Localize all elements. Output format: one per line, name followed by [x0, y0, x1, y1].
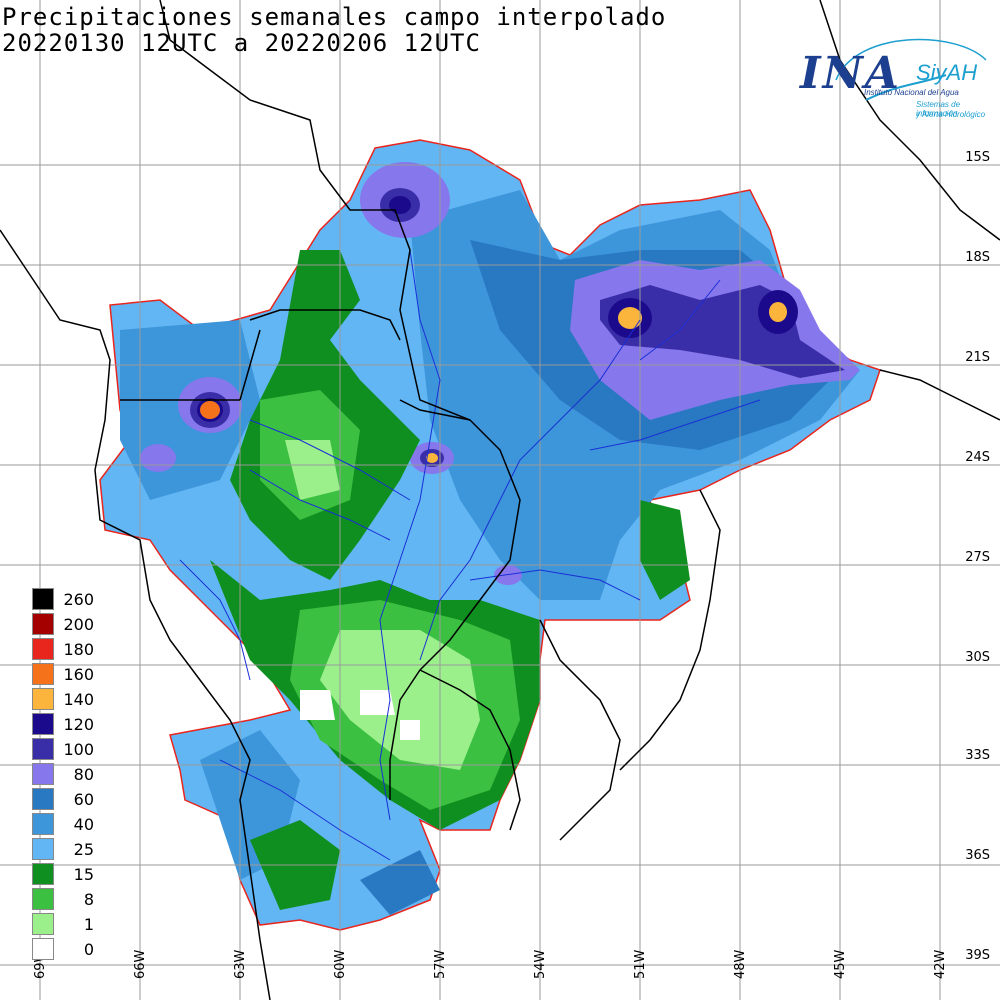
legend-swatch: [32, 738, 54, 760]
lat-label-15s: 15S: [965, 150, 990, 165]
legend-item: 140: [32, 687, 94, 711]
legend-swatch: [32, 688, 54, 710]
legend-item: 60: [32, 787, 94, 811]
legend-label: 140: [63, 689, 94, 709]
lon-label-48w: 48W: [733, 949, 748, 979]
legend-swatch: [32, 938, 54, 960]
lat-label-39s: 39S: [965, 948, 990, 963]
legend-label: 100: [63, 739, 94, 759]
legend-swatch: [32, 713, 54, 735]
legend-label: 40: [73, 814, 94, 834]
legend-swatch: [32, 888, 54, 910]
legend-label: 260: [63, 589, 94, 609]
legend-item: 15: [32, 862, 94, 886]
legend-label: 200: [63, 614, 94, 634]
legend-item: 160: [32, 662, 94, 686]
legend-swatch: [32, 813, 54, 835]
lat-label-18s: 18S: [965, 250, 990, 265]
lat-label-36s: 36S: [965, 848, 990, 863]
legend-label: 80: [73, 764, 94, 784]
precip-60-south: [360, 850, 440, 915]
precip-1-central: [285, 440, 340, 500]
legend-label: 180: [63, 639, 94, 659]
title-line-1: Precipitaciones semanales campo interpol…: [2, 3, 667, 31]
lat-label-21s: 21S: [965, 350, 990, 365]
legend-label: 15: [73, 864, 94, 884]
lon-label-63w: 63W: [233, 949, 248, 979]
legend-swatch: [32, 788, 54, 810]
ina-siyah-logo: INA SiyAH Instituto Nacional del Agua Si…: [796, 30, 996, 130]
legend-item: 100: [32, 737, 94, 761]
lat-label-30s: 30S: [965, 650, 990, 665]
lon-label-66w: 66W: [133, 949, 148, 979]
legend-item: 180: [32, 637, 94, 661]
legend-label: 8: [83, 889, 94, 909]
legend-item: 8: [32, 887, 94, 911]
lat-label-27s: 27S: [965, 550, 990, 565]
legend-item: 260: [32, 587, 94, 611]
lat-label-33s: 33S: [965, 748, 990, 763]
legend-item: 120: [32, 712, 94, 736]
legend-swatch: [32, 838, 54, 860]
legend-label: 25: [73, 839, 94, 859]
lon-label-60w: 60W: [333, 949, 348, 979]
legend-label: 0: [83, 939, 94, 959]
legend-label: 1: [83, 914, 94, 934]
legend-swatch: [32, 863, 54, 885]
legend-swatch: [32, 613, 54, 635]
legend-item: 1: [32, 912, 94, 936]
legend-swatch: [32, 588, 54, 610]
logo-subtitle-1: Instituto Nacional del Agua: [864, 88, 959, 97]
lon-label-54w: 54W: [533, 949, 548, 979]
legend-label: 120: [63, 714, 94, 734]
logo-ina-text: INA: [800, 48, 901, 99]
logo-siyah-text: SiyAH: [916, 60, 978, 85]
legend-swatch: [32, 763, 54, 785]
lon-label-57w: 57W: [433, 949, 448, 979]
legend-label: 60: [73, 789, 94, 809]
legend-swatch: [32, 638, 54, 660]
legend-item: 40: [32, 812, 94, 836]
legend-swatch: [32, 663, 54, 685]
legend-item: 25: [32, 837, 94, 861]
rivers: [179, 249, 761, 861]
legend-item: 0: [32, 937, 94, 961]
legend-label: 160: [63, 664, 94, 684]
lat-label-24s: 24S: [965, 450, 990, 465]
lon-label-51w: 51W: [633, 949, 648, 979]
legend-item: 200: [32, 612, 94, 636]
title-line-2: 20220130 12UTC a 20220206 12UTC: [2, 29, 481, 57]
legend-item: 80: [32, 762, 94, 786]
logo-subtitle-2: Sistemas de información: [916, 100, 961, 118]
lon-label-45w: 45W: [833, 949, 848, 979]
lon-label-42w: 42W: [933, 949, 948, 979]
legend-swatch: [32, 913, 54, 935]
logo-subtitle-3: y Alerta Hidrológico: [916, 110, 986, 119]
